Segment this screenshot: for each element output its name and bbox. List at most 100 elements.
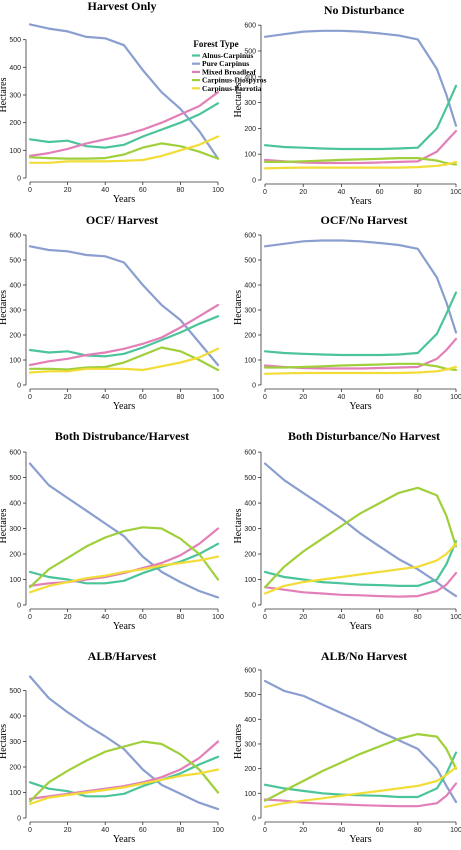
- panel-title: Harvest Only: [88, 0, 157, 13]
- y-axis-label: Hectares: [0, 77, 9, 112]
- y-tick-label: 300: [244, 526, 256, 533]
- x-tick-label: 100: [212, 614, 224, 621]
- x-tick-label: 60: [139, 187, 147, 194]
- x-tick-label: 100: [450, 614, 461, 621]
- y-tick-label: 100: [9, 577, 21, 584]
- y-tick-label: 300: [9, 93, 21, 100]
- y-tick-label: 200: [9, 120, 21, 127]
- legend-item-pure-carpinus: Pure Carpinus: [202, 59, 249, 68]
- series-line-carpinus-diospyros: [263, 732, 458, 802]
- series-line-pure-carpinus: [28, 462, 220, 599]
- x-tick-label: 80: [414, 189, 422, 196]
- legend-item-carpinus-parrotia: Carpinus-Parrotia: [202, 84, 262, 93]
- panel-ocf-no-harvest: OCF/No Harvest 0 100 200 300 400 500 600 0 20 40 60…: [233, 213, 461, 412]
- y-tick-label: 500: [244, 48, 256, 55]
- series-line-alnus-carpinus: [263, 291, 458, 357]
- y-tick-label: 400: [9, 714, 21, 721]
- series-line-carpinus-diospyros: [263, 486, 458, 589]
- legend-item-carpinus-diospyros: Carpinus-Diospyros: [202, 76, 267, 85]
- y-tick-label: 0: [17, 816, 21, 823]
- series-line-mixed-broadleaf: [28, 303, 220, 367]
- x-tick-label: 40: [101, 827, 109, 834]
- legend-item-alnus-carpinus: Alnus-Carpinus: [202, 51, 253, 60]
- y-tick-label: 600: [244, 450, 256, 457]
- x-tick-label: 20: [64, 187, 72, 194]
- series-line-carpinus-diospyros: [28, 526, 220, 589]
- y-axis-label: Hectares: [233, 508, 244, 543]
- y-tick-label: 200: [244, 766, 256, 773]
- y-tick-label: 500: [9, 37, 21, 44]
- x-tick-label: 80: [414, 827, 422, 834]
- y-tick-label: 100: [9, 148, 21, 155]
- y-axis-label: Hectares: [233, 724, 244, 759]
- y-axis-label: Hectares: [233, 82, 244, 117]
- x-axis-label: Years: [113, 401, 135, 412]
- x-tick-label: 100: [212, 827, 224, 834]
- y-tick-label: 400: [9, 65, 21, 72]
- x-tick-label: 40: [338, 394, 346, 401]
- x-tick-label: 80: [414, 394, 422, 401]
- y-tick-label: 600: [244, 667, 256, 674]
- y-tick-label: 0: [252, 816, 256, 823]
- series-line-carpinus-parrotia: [263, 766, 458, 809]
- series-line-pure-carpinus: [28, 675, 220, 811]
- panel-title: ALB/No Harvest: [321, 649, 407, 663]
- series-line-mixed-broadleaf: [263, 782, 458, 808]
- y-tick-label: 300: [244, 100, 256, 107]
- series-line-mixed-broadleaf: [28, 740, 220, 801]
- x-tick-label: 0: [28, 827, 32, 834]
- y-tick-label: 200: [244, 126, 256, 133]
- x-tick-label: 60: [376, 827, 384, 834]
- panel-ocf-harvest: OCF/ Harvest 0 100 200 300 400 500 600 0 20 40 60 80…: [0, 213, 224, 412]
- legend-title: Forest Type: [193, 39, 238, 49]
- y-tick-label: 400: [244, 74, 256, 81]
- series-line-pure-carpinus: [263, 29, 458, 127]
- y-tick-label: 200: [244, 333, 256, 340]
- series-line-pure-carpinus: [28, 245, 220, 367]
- y-tick-label: 0: [252, 603, 256, 610]
- series-line-carpinus-diospyros: [263, 157, 458, 166]
- y-tick-label: 100: [9, 358, 21, 365]
- y-axis-label: Hectares: [0, 290, 9, 325]
- x-tick-label: 100: [212, 394, 224, 401]
- x-tick-label: 80: [177, 827, 185, 834]
- x-tick-label: 40: [338, 827, 346, 834]
- x-tick-label: 60: [139, 827, 147, 834]
- x-tick-label: 0: [263, 189, 267, 196]
- y-tick-label: 500: [244, 475, 256, 482]
- x-tick-label: 0: [28, 187, 32, 194]
- x-tick-label: 20: [299, 394, 307, 401]
- series-line-pure-carpinus: [28, 23, 220, 160]
- x-axis-label: Years: [113, 834, 135, 845]
- x-axis-label: Years: [113, 194, 135, 205]
- x-axis-label: Years: [349, 834, 371, 845]
- y-tick-label: 200: [9, 333, 21, 340]
- series-line-carpinus-diospyros: [263, 362, 458, 372]
- y-tick-label: 300: [244, 308, 256, 315]
- series-line-alnus-carpinus: [28, 755, 220, 798]
- y-tick-label: 400: [9, 501, 21, 508]
- x-tick-label: 60: [376, 614, 384, 621]
- series-line-alnus-carpinus: [28, 542, 220, 585]
- x-tick-label: 100: [450, 394, 461, 401]
- series-line-alnus-carpinus: [28, 102, 220, 149]
- y-axis-label: Hectares: [233, 290, 244, 325]
- y-tick-label: 300: [9, 739, 21, 746]
- series-line-carpinus-parrotia: [28, 555, 220, 594]
- panel-title: No Disturbance: [324, 3, 405, 17]
- y-tick-label: 0: [17, 383, 21, 390]
- y-tick-label: 300: [9, 526, 21, 533]
- y-tick-label: 600: [9, 233, 21, 240]
- series-line-mixed-broadleaf: [263, 571, 458, 598]
- series-line-carpinus-parrotia: [263, 542, 458, 595]
- x-tick-label: 0: [28, 614, 32, 621]
- y-tick-label: 400: [9, 283, 21, 290]
- x-tick-label: 60: [376, 394, 384, 401]
- x-tick-label: 100: [212, 187, 224, 194]
- y-tick-label: 0: [17, 603, 21, 610]
- series-line-carpinus-diospyros: [28, 740, 220, 803]
- x-axis-label: Years: [349, 196, 371, 207]
- series-line-carpinus-parrotia: [263, 365, 458, 375]
